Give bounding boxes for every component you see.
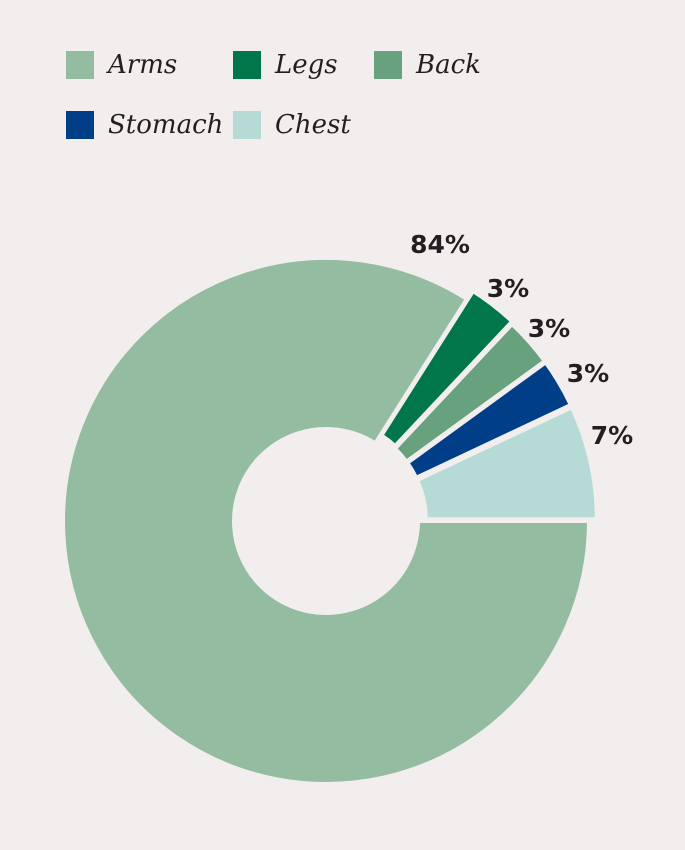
- data-label-back: 3%: [528, 314, 570, 343]
- legend-swatch-back: [374, 51, 402, 79]
- legend-swatch-stomach: [66, 111, 94, 139]
- slice-arms: [61, 256, 592, 786]
- data-label-legs: 3%: [487, 274, 529, 303]
- legend-item-stomach: Stomach: [66, 110, 223, 140]
- data-label-stomach: 3%: [567, 359, 609, 388]
- legend-label-legs: Legs: [275, 50, 338, 80]
- slice-chest: [414, 404, 599, 522]
- legend-swatch-chest: [233, 111, 261, 139]
- data-label-chest: 7%: [591, 421, 633, 450]
- legend-label-chest: Chest: [275, 110, 351, 140]
- data-label-arms: 84%: [410, 230, 470, 259]
- legend-swatch-arms: [66, 51, 94, 79]
- legend-item-legs: Legs: [233, 50, 338, 80]
- legend-swatch-legs: [233, 51, 261, 79]
- legend-item-back: Back: [374, 50, 481, 80]
- legend-label-back: Back: [416, 50, 481, 80]
- legend-item-chest: Chest: [233, 110, 351, 140]
- legend-item-arms: Arms: [66, 50, 177, 80]
- legend-label-stomach: Stomach: [108, 110, 224, 140]
- legend-label-arms: Arms: [108, 50, 178, 80]
